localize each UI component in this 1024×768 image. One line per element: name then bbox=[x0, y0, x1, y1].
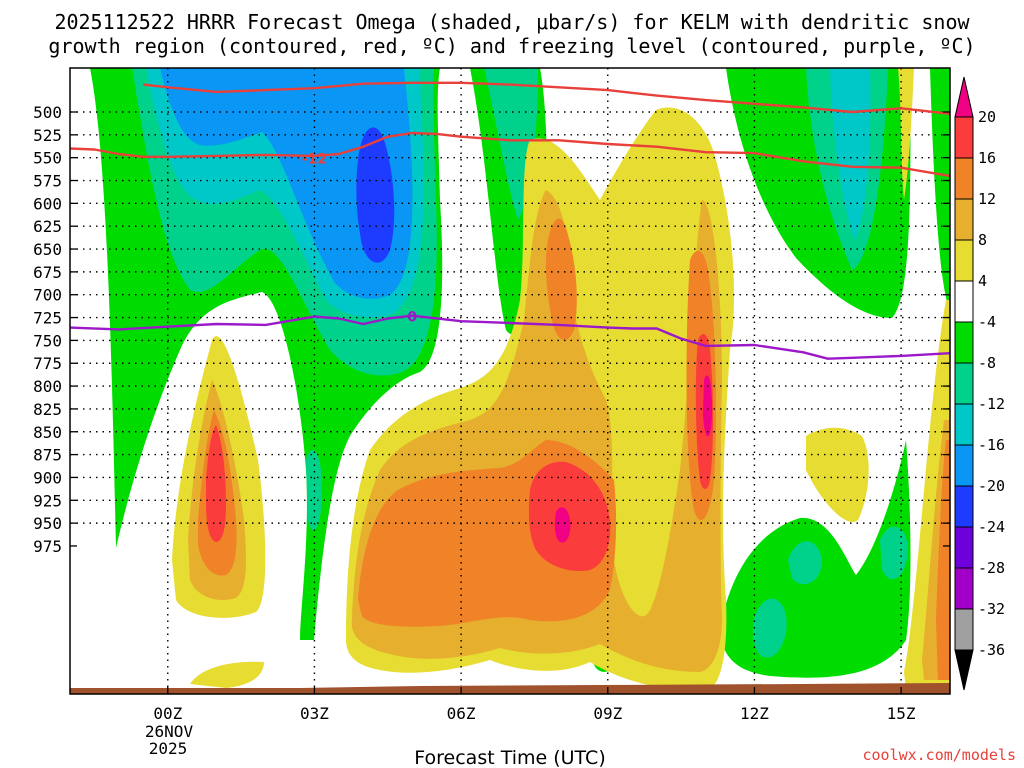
y-tick-label-550: 550 bbox=[33, 149, 62, 168]
colorbar-box-7 bbox=[954, 362, 974, 405]
colorbar-label-9: -20 bbox=[978, 477, 1005, 495]
x-tick-label-06Z: 06Z bbox=[447, 704, 476, 723]
colorbar-label-4: 4 bbox=[978, 272, 987, 290]
contour-label-1: 0 bbox=[407, 310, 417, 326]
contour-label-0: -12 bbox=[302, 152, 327, 168]
colorbar-box-8 bbox=[954, 321, 974, 364]
y-tick-label-750: 750 bbox=[33, 331, 62, 350]
y-tick-label-900: 900 bbox=[33, 468, 62, 487]
y-tick-label-600: 600 bbox=[33, 194, 62, 213]
colorbar-label-0: 20 bbox=[978, 108, 996, 126]
y-tick-label-925: 925 bbox=[33, 491, 62, 510]
plot-area: -12 0 bbox=[70, 68, 950, 694]
omega-pocket-minus-8-c bbox=[880, 526, 908, 580]
omega-positive-shading bbox=[172, 68, 950, 691]
colorbar-label-13: -36 bbox=[978, 641, 1005, 659]
x-tick-label-12Z: 12Z bbox=[740, 704, 769, 723]
colorbar-box-9 bbox=[954, 280, 974, 323]
y-tick-label-700: 700 bbox=[33, 286, 62, 305]
omega-band-plus-16-main bbox=[528, 461, 611, 572]
y-tick-label-950: 950 bbox=[33, 514, 62, 533]
source-credit: coolwx.com/models bbox=[862, 746, 1016, 764]
colorbar-label-2: 12 bbox=[978, 190, 996, 208]
colorbar: 20 16 12 8 4 -4 -8 -12 -16 -20 -24 -28 -32 -36 bbox=[954, 76, 1005, 691]
omega-pocket-plus-4-right bbox=[806, 427, 869, 522]
colorbar-box-5 bbox=[954, 444, 974, 487]
chart-title-line-2: growth region (contoured, red, ºC) and f… bbox=[48, 34, 975, 58]
colorbar-box-6 bbox=[954, 403, 974, 446]
colorbar-label-10: -24 bbox=[978, 518, 1005, 536]
y-tick-label-725: 725 bbox=[33, 309, 62, 328]
x-tick-label-03Z: 03Z bbox=[300, 704, 329, 723]
date-label-day: 26NOV bbox=[145, 722, 194, 741]
x-tick-label-15Z: 15Z bbox=[887, 704, 916, 723]
colorbar-box-2 bbox=[954, 567, 974, 610]
x-gridlines bbox=[167, 68, 902, 694]
x-tick-label-09Z: 09Z bbox=[593, 704, 622, 723]
x-axis-title: Forecast Time (UTC) bbox=[414, 747, 605, 768]
contour-line-0 bbox=[70, 131, 950, 178]
omega-pocket-minus-8-d bbox=[306, 450, 322, 530]
omega-pocket-plus-4-bottom bbox=[190, 661, 264, 688]
y-tick-label-525: 525 bbox=[33, 126, 62, 145]
omega-band-minus-16 bbox=[160, 68, 413, 299]
y-tick-label-675: 675 bbox=[33, 263, 62, 282]
colorbar-triangle-top bbox=[954, 76, 974, 118]
colorbar-label-6: -8 bbox=[978, 354, 996, 372]
colorbar-box-11 bbox=[954, 198, 974, 241]
colorbar-label-5: -4 bbox=[978, 313, 996, 331]
omega-pocket-plus-20-right bbox=[703, 375, 713, 437]
contour-line-1 bbox=[143, 81, 950, 115]
colorbar-box-4 bbox=[954, 485, 974, 528]
omega-pocket-plus-12-upper bbox=[545, 218, 577, 341]
colorbar-label-3: 8 bbox=[978, 231, 987, 249]
colorbar-label-11: -28 bbox=[978, 559, 1005, 577]
y-tick-label-975: 975 bbox=[33, 537, 62, 556]
colorbar-triangle-bottom bbox=[954, 649, 974, 691]
date-label-year: 2025 bbox=[149, 739, 188, 758]
colorbar-box-3 bbox=[954, 526, 974, 569]
y-axis: 500 525 550 575 600 625 650 675 700 725 750 775 800 8… bbox=[33, 103, 950, 556]
colorbar-label-12: -32 bbox=[978, 600, 1005, 618]
contour-line-2 bbox=[70, 314, 950, 360]
y-tick-label-650: 650 bbox=[33, 240, 62, 259]
y-tick-label-800: 800 bbox=[33, 377, 62, 396]
colorbar-box-12 bbox=[954, 157, 974, 200]
omega-pocket-plus-20-main bbox=[554, 507, 571, 543]
y-tick-label-825: 825 bbox=[33, 400, 62, 419]
x-tick-label-00Z: 00Z bbox=[153, 704, 182, 723]
y-tick-label-775: 775 bbox=[33, 354, 62, 373]
plot-frame bbox=[69, 67, 951, 695]
omega-pocket-minus-8-b bbox=[788, 541, 822, 585]
omega-pocket-minus-8-a bbox=[752, 598, 787, 658]
colorbar-label-8: -16 bbox=[978, 436, 1005, 454]
colorbar-label-1: 16 bbox=[978, 149, 996, 167]
colorbar-box-10 bbox=[954, 239, 974, 282]
contour-lines: -12 0 bbox=[70, 81, 950, 360]
y-tick-label-500: 500 bbox=[33, 103, 62, 122]
omega-band-plus-16-left bbox=[206, 425, 226, 542]
chart-title-line-1: 2025112522 HRRR Forecast Omega (shaded, … bbox=[54, 10, 970, 34]
omega-pocket-minus-20-upper bbox=[356, 127, 395, 263]
x-axis: 00Z 03Z 06Z 09Z 12Z 15Z bbox=[153, 687, 916, 723]
y-tick-label-625: 625 bbox=[33, 217, 62, 236]
y-tick-label-575: 575 bbox=[33, 172, 62, 191]
colorbar-box-13 bbox=[954, 116, 974, 159]
colorbar-label-7: -12 bbox=[978, 395, 1005, 413]
ground-surface bbox=[70, 683, 950, 694]
y-tick-label-875: 875 bbox=[33, 446, 62, 465]
y-tick-label-850: 850 bbox=[33, 423, 62, 442]
colorbar-box-1 bbox=[954, 608, 974, 651]
